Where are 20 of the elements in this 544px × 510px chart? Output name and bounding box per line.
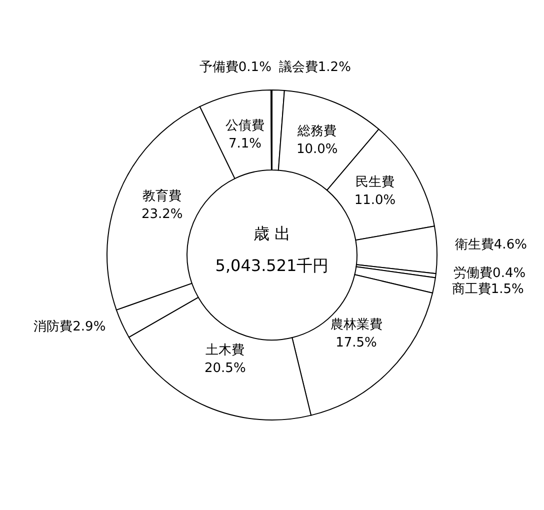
slice-label: 公債費 [225,118,264,134]
slice-label: 予備費0.1% [199,60,272,75]
slice-label: 商工費1.5% [452,282,524,297]
slice-label: 衛生費4.6% [454,237,527,252]
slice-label: 土木費 [206,343,245,358]
slice-label: 民生費 [356,174,395,190]
data-label: 7.1% [228,136,262,152]
slice-label: 労働費0.4% [454,266,526,281]
data-label: 11.0% [354,192,396,208]
slice-label: 教育費 [142,188,182,204]
text: 歳 出 [253,224,291,243]
text: 5,043.521千円 [215,256,329,275]
data-label: 20.5% [204,361,246,376]
data-label: 23.2% [141,206,183,222]
slice-label: 議会費1.2% [278,60,351,76]
slice-label: 消防費2.9% [34,319,106,334]
slice-label: 農林業費 [330,318,382,333]
data-label: 10.0% [296,142,338,158]
slice-label: 総務費 [296,124,337,140]
data-label: 17.5% [336,336,377,351]
